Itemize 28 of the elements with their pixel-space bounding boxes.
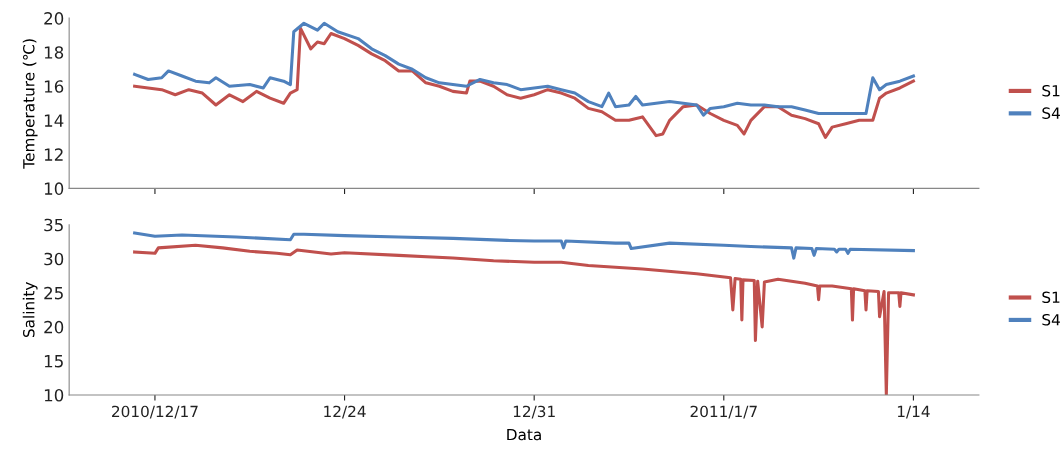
y-tick-label: 10 xyxy=(44,388,64,402)
x-axis-title: Data xyxy=(507,428,541,441)
y-tick-label: 30 xyxy=(44,252,64,266)
y-axis-title: Salinity xyxy=(22,282,38,338)
y-axis-title: Temperature (℃) xyxy=(22,39,38,169)
y-tick-label: 25 xyxy=(44,286,63,300)
legend-label: S4 xyxy=(1042,107,1060,119)
legend-label: S1 xyxy=(1042,84,1060,97)
y-tick-label: 20 xyxy=(44,320,64,334)
x-tick-label: 2010/12/17 xyxy=(112,405,198,419)
y-tick-label: 15 xyxy=(44,355,63,368)
y-tick-label: 10 xyxy=(44,182,64,195)
line-series xyxy=(133,243,915,395)
y-tick-label: 16 xyxy=(44,80,64,93)
y-tick-label: 12 xyxy=(44,148,63,161)
y-tick-label: 20 xyxy=(44,12,64,25)
x-tick-label: 1/14 xyxy=(897,405,930,419)
x-tick-label: 2011/1/7 xyxy=(690,405,757,419)
x-tick-label: 12/31 xyxy=(513,405,555,419)
line-series xyxy=(133,231,915,260)
x-tick-label: 12/24 xyxy=(324,405,366,419)
y-tick-label: 35 xyxy=(44,218,63,232)
line-series xyxy=(133,21,915,117)
line-series xyxy=(133,26,915,139)
legend-label: S4 xyxy=(1042,313,1060,326)
y-tick-label: 18 xyxy=(44,46,64,59)
legend-label: S1 xyxy=(1042,291,1060,304)
y-tick-label: 14 xyxy=(44,114,64,127)
